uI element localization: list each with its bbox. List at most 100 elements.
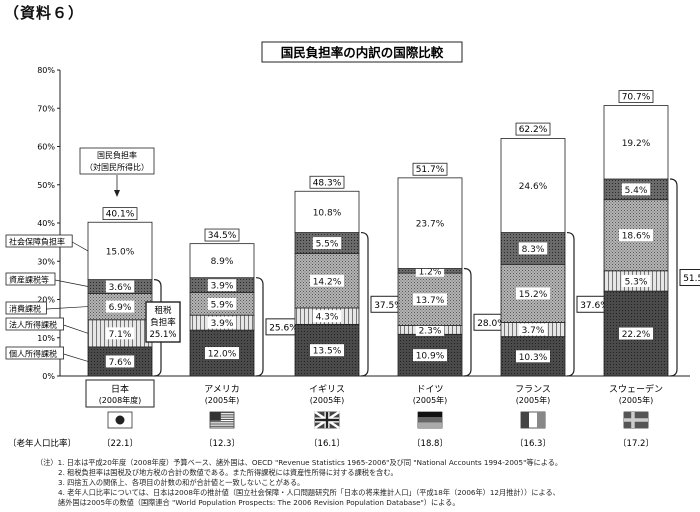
series-label-personal: 個人所得課税 bbox=[9, 349, 57, 359]
y-tick-label: 0% bbox=[42, 372, 55, 381]
total-label-box bbox=[102, 207, 138, 221]
segment-label-bg bbox=[621, 183, 651, 196]
segment-value-label: 4.3% bbox=[316, 313, 339, 323]
segment-value-label: 13.5% bbox=[313, 347, 342, 357]
segment-value-label: 23.7% bbox=[416, 220, 445, 230]
footnote-5: 諸外国は2005年の数値（国際連合 "World Population Pros… bbox=[58, 498, 460, 507]
series-leader-line bbox=[54, 279, 89, 287]
segment-label-bg bbox=[105, 300, 135, 313]
segment-value-label: 13.7% bbox=[416, 296, 445, 306]
segment-label-bg bbox=[516, 350, 550, 363]
footnote-1: （注）1. 日本は平成20年度（2008年度）予算ベース、諸外国は、OECD "… bbox=[36, 458, 563, 467]
callout-arrow-head bbox=[114, 190, 120, 197]
segment-value-label: 5.3% bbox=[625, 277, 648, 287]
total-value-label: 62.2% bbox=[519, 125, 548, 135]
tax-bracket bbox=[669, 178, 678, 377]
japan-flag-disc bbox=[115, 415, 125, 425]
usa-flag-stripe bbox=[210, 421, 234, 423]
total-label-box bbox=[412, 162, 448, 176]
country-name: フランス bbox=[515, 384, 551, 395]
footnote-4: 4. 老年人口比率については、日本は2008年の推計値（国立社会保障・人口問題研… bbox=[58, 488, 560, 497]
callout-line-1: 国民負担率 bbox=[97, 150, 137, 160]
segment-label-bg bbox=[619, 229, 653, 242]
y-tick-label: 70% bbox=[37, 104, 55, 113]
tax-bracket bbox=[463, 267, 472, 377]
segment-label-bg bbox=[105, 355, 135, 368]
y-tick-label: 80% bbox=[37, 66, 55, 75]
segment-value-label: 18.6% bbox=[622, 232, 651, 242]
country-year: (2005年) bbox=[205, 395, 240, 405]
tax-total-label: 37.6% bbox=[580, 301, 609, 311]
usa-flag-stripe bbox=[210, 425, 234, 427]
y-tick-label: 50% bbox=[37, 181, 55, 190]
tax-total-label: 51.5% bbox=[683, 274, 700, 284]
segment-label-bg bbox=[518, 323, 548, 336]
segment-label-bg bbox=[207, 297, 237, 310]
segment-value-label: 3.6% bbox=[109, 283, 132, 293]
japan-tax-box bbox=[145, 301, 181, 343]
total-label-box bbox=[618, 90, 654, 103]
segment-label-bg bbox=[105, 327, 135, 340]
tax-total-label: 25.6% bbox=[269, 323, 298, 333]
total-value-label: 51.7% bbox=[416, 165, 445, 175]
uk-flag-cross-inner bbox=[315, 418, 339, 422]
aging-ratio: 〔12.3〕 bbox=[204, 438, 240, 449]
total-value-label: 34.5% bbox=[208, 231, 237, 241]
bar-segment-consumption bbox=[397, 272, 463, 326]
segment-value-label: 12.0% bbox=[208, 350, 237, 360]
aging-ratio-label: 〔老年人口比率〕 bbox=[8, 438, 76, 449]
segment-value-label: 15.0% bbox=[106, 247, 135, 257]
tax-bracket bbox=[255, 277, 264, 377]
segment-label-bg bbox=[310, 344, 344, 357]
segment-label-bg bbox=[312, 310, 342, 323]
series-label-box bbox=[5, 272, 56, 286]
country-name: イギリス bbox=[309, 384, 345, 395]
tax-total-box bbox=[679, 269, 700, 287]
tax-bracket bbox=[360, 231, 369, 377]
segment-value-label: 3.7% bbox=[522, 326, 545, 336]
usa-flag-canton bbox=[210, 412, 221, 421]
footnote-2: 2. 租税負担率は国税及び地方税の合計の数値である。また所得課税には資産性所得に… bbox=[58, 468, 398, 477]
total-label-box bbox=[515, 122, 551, 136]
y-tick-label: 10% bbox=[37, 334, 55, 343]
series-leader-line bbox=[72, 241, 89, 252]
tax-total-label: 37.5% bbox=[374, 301, 403, 311]
segment-value-label: 15.2% bbox=[519, 290, 548, 300]
chart-title: 国民負担率の内訳の国際比較 bbox=[281, 45, 444, 60]
segment-label-bg bbox=[310, 274, 344, 287]
aging-ratio: 〔16.1〕 bbox=[309, 438, 345, 449]
total-label-box bbox=[309, 175, 345, 189]
y-tick-label: 20% bbox=[37, 296, 55, 305]
bar-segment-social bbox=[500, 138, 566, 233]
tax-total-label: 28.0% bbox=[477, 319, 506, 329]
japan-tax-line-3: 25.1% bbox=[149, 330, 176, 340]
segment-value-label: 10.9% bbox=[416, 352, 445, 362]
segment-value-label: 6.9% bbox=[109, 303, 132, 313]
segment-value-label: 19.2% bbox=[622, 139, 651, 149]
country-year: (2005年) bbox=[413, 395, 448, 405]
segment-value-label: 8.3% bbox=[522, 245, 545, 255]
series-label-box bbox=[5, 346, 64, 360]
segment-label-bg bbox=[516, 287, 550, 300]
segment-value-label: 5.4% bbox=[625, 186, 648, 196]
segment-value-label: 10.3% bbox=[519, 353, 548, 363]
segment-value-label: 8.9% bbox=[211, 257, 234, 267]
series-label-box bbox=[5, 301, 47, 315]
segment-label-bg bbox=[413, 349, 447, 362]
usa-flag-stripe bbox=[210, 412, 234, 414]
germany-flag-band bbox=[418, 422, 442, 428]
chart-title-box bbox=[261, 41, 463, 63]
aging-ratio: 〔16.3〕 bbox=[515, 438, 551, 449]
footnote-3: 3. 四捨五入の関係上、各項目の計数の和が合計値と一致しないことがある。 bbox=[58, 478, 305, 487]
segment-value-label: 7.1% bbox=[109, 330, 132, 340]
y-tick-label: 30% bbox=[37, 257, 55, 266]
series-leader-line bbox=[63, 324, 89, 334]
segment-label-bg bbox=[207, 279, 237, 292]
country-year: (2005年) bbox=[516, 395, 551, 405]
germany-flag-band bbox=[418, 417, 442, 423]
sweden-flag-cross bbox=[624, 418, 648, 422]
segment-value-label: 5.9% bbox=[211, 300, 234, 310]
segment-label-bg bbox=[312, 237, 342, 250]
document-label: （資料６） bbox=[4, 4, 85, 22]
y-tick-label: 40% bbox=[37, 219, 55, 228]
